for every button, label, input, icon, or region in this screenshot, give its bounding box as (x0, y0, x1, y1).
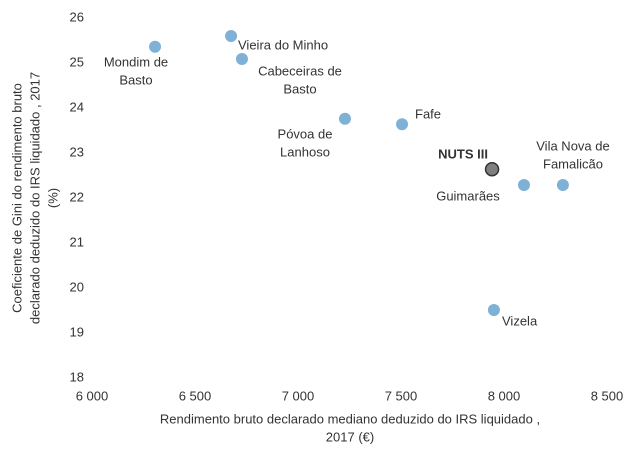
y-tick-label: 19 (70, 324, 84, 339)
data-point (235, 52, 248, 65)
data-point (338, 112, 351, 125)
y-tick-label: 24 (70, 99, 84, 114)
y-axis-title: declarado deduzido do IRS liquidado , 20… (27, 72, 42, 324)
x-tick-label: 8 500 (591, 388, 624, 403)
x-tick-label: 8 000 (488, 388, 521, 403)
x-axis-title: 2017 (€) (326, 429, 374, 444)
point-label: Lanhoso (280, 144, 330, 159)
point-label: Basto (283, 81, 316, 96)
point-label: NUTS III (438, 146, 488, 161)
x-tick-label: 7 500 (385, 388, 418, 403)
x-axis-title: Rendimento bruto declarado mediano deduz… (160, 411, 540, 426)
y-tick-label: 18 (70, 369, 84, 384)
point-label: Vila Nova de (536, 138, 609, 153)
data-point (517, 178, 530, 191)
point-label: Fafe (415, 106, 441, 121)
y-tick-label: 26 (70, 9, 84, 24)
y-tick-label: 23 (70, 144, 84, 159)
x-tick-label: 6 500 (179, 388, 212, 403)
point-label: Póvoa de (278, 126, 333, 141)
data-point (396, 118, 409, 131)
point-label: Famalicão (543, 156, 603, 171)
x-tick-label: 6 000 (76, 388, 109, 403)
data-point (487, 304, 500, 317)
data-point (225, 30, 238, 42)
data-point (149, 40, 162, 53)
data-point (484, 161, 500, 177)
y-tick-label: 22 (70, 189, 84, 204)
point-label: Cabeceiras de (258, 63, 342, 78)
y-tick-label: 20 (70, 279, 84, 294)
point-label: Vizela (502, 313, 538, 328)
point-label: Mondim de (104, 54, 168, 69)
y-tick-label: 25 (70, 54, 84, 69)
y-axis-title: (%) (45, 188, 60, 208)
x-tick-label: 7 000 (282, 388, 315, 403)
data-point (556, 178, 569, 191)
point-label: Vieira do Minho (238, 37, 328, 52)
y-axis-title: Coeficiente de Gini do rendimento bruto (9, 83, 24, 313)
point-label: Basto (119, 72, 152, 87)
point-label: Guimarães (436, 188, 500, 203)
y-tick-label: 21 (70, 234, 84, 249)
